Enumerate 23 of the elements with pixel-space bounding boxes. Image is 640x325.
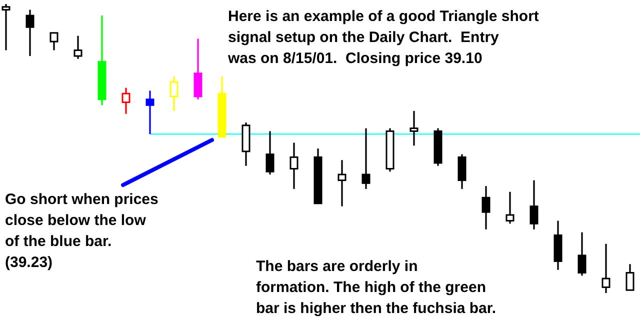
candlestick bbox=[266, 130, 274, 176]
candlestick bbox=[482, 185, 490, 230]
candlestick bbox=[362, 127, 370, 190]
candlestick bbox=[338, 159, 346, 208]
candlestick bbox=[458, 153, 466, 190]
candlestick bbox=[146, 90, 154, 135]
candlestick bbox=[26, 8, 34, 57]
annotation: Here is an example of a good Triangle short signal setup on the Daily Chart. Entry was on 8/15/01. Closing price 39.10 bbox=[228, 7, 539, 69]
annotation: The bars are orderly in formation. The high of the green bar is higher then the fuchsia bar. bbox=[256, 257, 496, 319]
candlestick bbox=[290, 142, 298, 190]
candlestick bbox=[122, 87, 130, 115]
candlestick bbox=[506, 191, 514, 224]
candlestick bbox=[194, 38, 202, 100]
candlestick bbox=[530, 179, 538, 230]
candlestick bbox=[410, 110, 418, 146]
annotation: Go short when prices close below the low of the blue bar. (39.23) bbox=[5, 190, 158, 273]
candlestick bbox=[2, 3, 10, 52]
candlestick bbox=[170, 75, 178, 112]
candlestick bbox=[578, 232, 586, 276]
candlestick bbox=[626, 263, 634, 291]
candlestick bbox=[74, 34, 82, 60]
candlestick bbox=[50, 32, 58, 52]
candlestick bbox=[602, 243, 610, 294]
